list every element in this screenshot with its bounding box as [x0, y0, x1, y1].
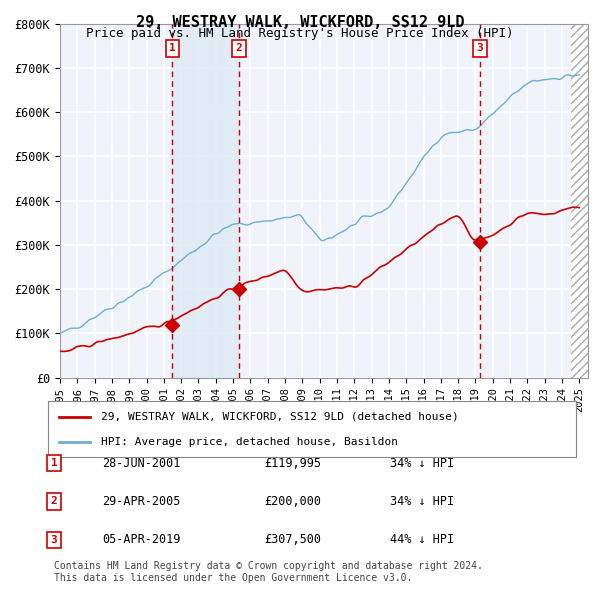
Bar	[172, 24, 239, 378]
Bar	[571, 24, 588, 378]
Text: Price paid vs. HM Land Registry's House Price Index (HPI): Price paid vs. HM Land Registry's House …	[86, 27, 514, 40]
Text: 1: 1	[50, 458, 58, 468]
Text: 34% ↓ HPI: 34% ↓ HPI	[390, 457, 454, 470]
Text: 29, WESTRAY WALK, WICKFORD, SS12 9LD: 29, WESTRAY WALK, WICKFORD, SS12 9LD	[136, 15, 464, 30]
Text: 2: 2	[50, 497, 58, 506]
Text: 29-APR-2005: 29-APR-2005	[102, 495, 181, 508]
Text: 1: 1	[169, 44, 176, 53]
Text: 05-APR-2019: 05-APR-2019	[102, 533, 181, 546]
Text: £200,000: £200,000	[264, 495, 321, 508]
Text: 34% ↓ HPI: 34% ↓ HPI	[390, 495, 454, 508]
Text: 2: 2	[235, 44, 242, 53]
Text: £307,500: £307,500	[264, 533, 321, 546]
Text: £119,995: £119,995	[264, 457, 321, 470]
Bar	[571, 24, 588, 378]
Text: 29, WESTRAY WALK, WICKFORD, SS12 9LD (detached house): 29, WESTRAY WALK, WICKFORD, SS12 9LD (de…	[101, 412, 458, 422]
Text: HPI: Average price, detached house, Basildon: HPI: Average price, detached house, Basi…	[101, 437, 398, 447]
Text: Contains HM Land Registry data © Crown copyright and database right 2024.
This d: Contains HM Land Registry data © Crown c…	[54, 561, 483, 583]
Text: 28-JUN-2001: 28-JUN-2001	[102, 457, 181, 470]
Text: 3: 3	[50, 535, 58, 545]
Text: 44% ↓ HPI: 44% ↓ HPI	[390, 533, 454, 546]
Text: 3: 3	[476, 44, 484, 53]
